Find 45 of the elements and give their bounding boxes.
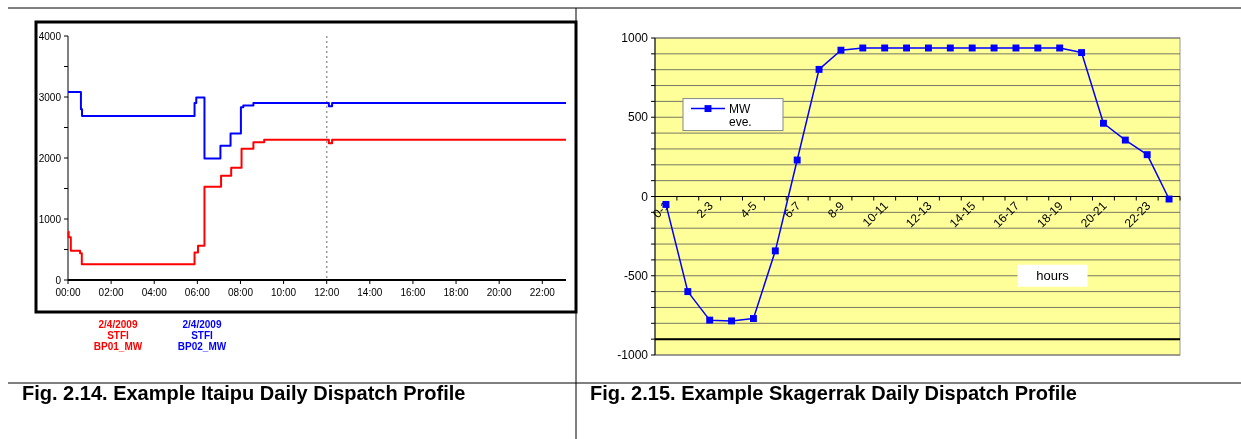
x-tick-label: 4-5 xyxy=(737,198,760,221)
point xyxy=(1099,119,1107,127)
x-tick-label: 2-3 xyxy=(693,198,717,221)
y-tick-label: 0 xyxy=(55,274,62,286)
y-tick-label: 1000 xyxy=(621,31,649,46)
legend-label: MW eve. xyxy=(729,101,752,129)
point xyxy=(728,317,736,325)
y-tick-label: 1000 xyxy=(38,213,62,225)
x-tick-label: 04:00 xyxy=(141,287,168,298)
y-tick-label: 3000 xyxy=(38,91,62,103)
point xyxy=(793,156,801,164)
x-tick-label: 6-7 xyxy=(781,198,804,221)
x-tick-label: 14:00 xyxy=(357,287,383,298)
text: 2/4/2009 STFI BP01_MW xyxy=(93,319,143,352)
x-tick-label: 08:00 xyxy=(227,287,254,298)
point xyxy=(1165,195,1173,203)
y-tick-label: 2000 xyxy=(38,152,62,164)
text: Fig. 2.15. Example Skagerrak Daily Dispatch Profile xyxy=(590,382,1077,404)
y-tick-label: 4000 xyxy=(38,30,62,42)
point xyxy=(1078,49,1086,57)
point xyxy=(771,247,779,255)
y-tick-label: 500 xyxy=(627,110,649,125)
x-tick-label: 20:00 xyxy=(486,287,513,298)
point xyxy=(684,288,692,296)
y-tick-label: -500 xyxy=(623,268,649,283)
point xyxy=(1143,151,1151,159)
y-tick-label: 0 xyxy=(641,189,649,204)
point xyxy=(706,316,714,324)
x-tick-label: 16:00 xyxy=(400,287,426,298)
x-tick-label: 12:00 xyxy=(314,287,340,298)
x-axis-title: hours xyxy=(1036,268,1070,284)
x-tick-label: 8-9 xyxy=(824,198,848,221)
y-tick-label: -1000 xyxy=(617,348,649,363)
point xyxy=(837,46,845,54)
x-tick-label: 18:00 xyxy=(443,287,469,298)
x-tick-label: 10:00 xyxy=(271,287,297,298)
point xyxy=(749,315,757,323)
x-tick-label: 06:00 xyxy=(184,287,211,298)
text: Fig. 2.14. Example Itaipu Daily Dispatch Profile xyxy=(22,382,466,404)
point xyxy=(815,65,823,73)
text: 2/4/2009 STFI BP02_MW xyxy=(177,319,227,352)
x-tick-label: 02:00 xyxy=(98,287,125,298)
point xyxy=(1121,136,1129,144)
x-tick-label: 00:00 xyxy=(55,287,81,298)
x-tick-label: 22:00 xyxy=(529,287,556,298)
